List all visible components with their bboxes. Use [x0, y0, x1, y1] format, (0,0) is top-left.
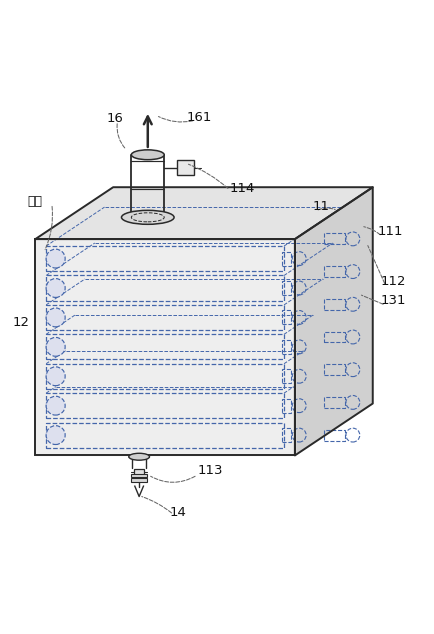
Polygon shape	[35, 187, 373, 239]
Bar	[46, 422, 284, 448]
Bar	[177, 160, 194, 176]
Ellipse shape	[46, 308, 65, 327]
Bar	[324, 299, 345, 309]
Text: 112: 112	[381, 275, 406, 288]
Bar	[132, 478, 147, 482]
Bar	[46, 305, 284, 330]
Ellipse shape	[46, 396, 65, 415]
Bar	[46, 246, 284, 271]
Bar	[324, 233, 345, 244]
Bar	[282, 340, 291, 354]
Bar	[282, 311, 291, 325]
Ellipse shape	[122, 210, 174, 224]
Bar	[324, 430, 345, 441]
Bar	[324, 332, 345, 342]
Text: 161: 161	[187, 112, 212, 124]
Text: 电池: 电池	[27, 195, 43, 207]
Bar	[324, 397, 345, 408]
Bar	[46, 275, 284, 301]
Text: 16: 16	[107, 112, 124, 126]
Ellipse shape	[46, 249, 65, 268]
Bar	[282, 252, 291, 266]
Bar	[282, 399, 291, 413]
Bar	[46, 364, 284, 389]
Polygon shape	[35, 239, 295, 455]
Text: 131: 131	[381, 294, 406, 307]
Bar	[46, 393, 284, 418]
Text: 114: 114	[230, 181, 255, 195]
Bar	[35, 239, 295, 455]
Bar	[282, 369, 291, 384]
Bar	[324, 365, 345, 375]
Text: 14: 14	[169, 506, 186, 519]
Ellipse shape	[46, 367, 65, 385]
Bar	[132, 474, 147, 477]
Bar	[46, 334, 284, 359]
Bar	[134, 469, 145, 476]
Text: 11: 11	[312, 200, 329, 213]
Text: 12: 12	[13, 316, 30, 328]
Ellipse shape	[132, 150, 164, 160]
Text: 113: 113	[197, 463, 223, 477]
Text: 111: 111	[377, 225, 403, 238]
Bar	[282, 428, 291, 442]
Bar	[282, 281, 291, 295]
Ellipse shape	[129, 453, 149, 460]
Polygon shape	[295, 187, 373, 455]
Bar	[324, 266, 345, 277]
Ellipse shape	[46, 425, 65, 444]
Ellipse shape	[46, 337, 65, 356]
Ellipse shape	[46, 278, 65, 297]
